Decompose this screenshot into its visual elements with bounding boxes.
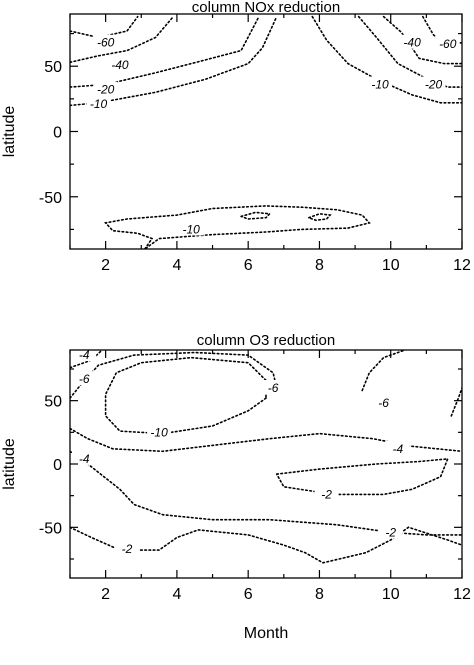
contour-label-bg — [179, 221, 204, 236]
contour-line--6-upper-right — [361, 350, 406, 392]
contour-label-bg — [378, 524, 403, 539]
contour-label: -10 — [150, 425, 168, 439]
contour-label: -10 — [182, 222, 200, 236]
panel-nox: column NOx reduction-60-40-20-10-40 -60-1… — [1, 0, 471, 274]
contour-line--2-middle — [70, 450, 462, 536]
y-axis-label: latitude — [1, 106, 18, 158]
contour-label: -20 — [97, 83, 115, 97]
x-tick-label: 2 — [101, 257, 110, 274]
contour-label-bg — [261, 380, 286, 394]
x-tick-label: 6 — [244, 586, 253, 603]
y-tick-label: 50 — [44, 59, 62, 76]
contour-line--40-north-east — [382, 15, 462, 65]
x-tick-label: 4 — [172, 257, 181, 274]
contour-line--6-upper-right-b — [450, 387, 462, 417]
y-tick-label: 0 — [53, 125, 62, 142]
x-tick-label: 12 — [453, 586, 471, 603]
x-tick-label: 8 — [315, 257, 324, 274]
contour-label-bg — [93, 81, 118, 96]
contour-label: -40 — [111, 58, 129, 72]
contour-line--20-north-west — [70, 15, 260, 88]
contour-line--2-middle-closed — [275, 457, 449, 496]
contour-label: -60 — [439, 37, 457, 51]
contour-label: -4 — [79, 348, 90, 362]
contour-line--10-upper-left — [104, 356, 267, 435]
x-tick-label: 12 — [453, 257, 471, 274]
contour-label: -4 — [79, 452, 90, 466]
contour-label-bg — [115, 540, 140, 555]
contour-label: -2 — [321, 487, 332, 501]
x-tick-label: 10 — [382, 586, 400, 603]
contour-label-bg — [371, 395, 396, 410]
x-axis-label: Month — [244, 625, 288, 642]
y-tick-label: 50 — [44, 394, 62, 411]
chart-title: column O3 reduction — [197, 332, 335, 349]
contour-label-bg — [93, 34, 118, 49]
y-axis-label: latitude — [1, 438, 18, 490]
x-tick-label: 2 — [101, 586, 110, 603]
contour-line--10-south-inner-b — [308, 212, 332, 222]
contour-label: -6 — [79, 372, 90, 386]
contour-label-bg — [400, 34, 425, 49]
contour-label: -2 — [122, 542, 133, 556]
contour-label: -40 — [403, 36, 421, 50]
contour-label: -4 — [393, 442, 404, 456]
x-tick-label: 6 — [244, 257, 253, 274]
y-tick-label: -50 — [39, 190, 62, 207]
contour-label-bg — [314, 486, 339, 501]
y-tick-label: 0 — [53, 457, 62, 474]
contour-label: -2 — [385, 525, 396, 539]
contour-label: -60 — [97, 36, 115, 50]
contour-label-bg — [147, 424, 172, 439]
contour-group — [70, 15, 462, 249]
x-tick-label: 4 — [172, 586, 181, 603]
contour-line--40-north-west — [70, 15, 175, 64]
contour-label-bg — [421, 76, 446, 91]
panel-o3: column O3 reduction -4 -6 -6 -10 -6 -4 -4 -2 -2 -2… — [1, 332, 471, 642]
contour-label-bg — [385, 440, 410, 455]
contour-label: -10 — [371, 78, 389, 92]
x-tick-label: 10 — [382, 257, 400, 274]
x-tick-label: 8 — [315, 586, 324, 603]
contour-line--10-south-inner-a — [240, 211, 272, 220]
contour-label-bg — [368, 76, 393, 91]
y-tick-label: -50 — [39, 520, 62, 537]
contour-label-bg — [86, 96, 111, 111]
chart-title: column NOx reduction — [192, 0, 340, 16]
contour-line--10-south — [104, 205, 371, 249]
contour-label: -6 — [268, 381, 279, 395]
contour-label: -10 — [90, 97, 108, 111]
contour-label-bg — [72, 450, 97, 465]
contour-line--20-north-east — [357, 15, 462, 88]
contour-label-bg — [107, 56, 132, 71]
contour-label-bg — [72, 371, 97, 386]
contour-line--60-north-west — [70, 15, 139, 39]
contour-label: -20 — [425, 78, 443, 92]
contour-label-bg — [435, 36, 460, 51]
contour-label: -6 — [378, 396, 389, 410]
